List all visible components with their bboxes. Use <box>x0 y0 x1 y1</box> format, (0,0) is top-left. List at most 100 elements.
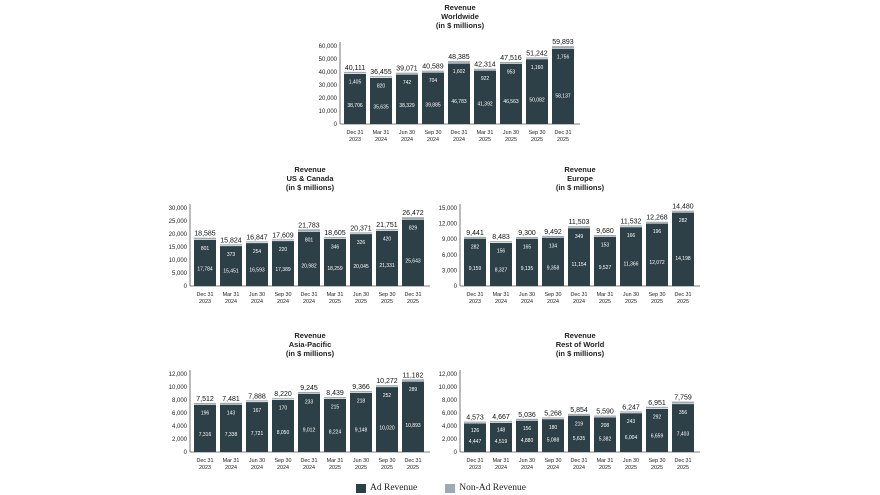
y-tick-label: 50,000 <box>319 57 338 63</box>
x-tick-label: Dec 31 <box>674 292 691 298</box>
bar-non-ad-label: 356 <box>679 410 688 416</box>
bar-non-ad-revenue <box>298 229 320 232</box>
bar-total-label: 8,483 <box>492 234 510 241</box>
bar-non-ad-revenue <box>344 71 366 74</box>
y-tick-label: 10,000 <box>439 385 458 391</box>
chart-title-line: (in $ millions) <box>556 183 605 192</box>
x-tick-label: Mar 31 <box>327 458 344 464</box>
bar-non-ad-label: 166 <box>627 233 636 239</box>
legend-label-ad: Ad Revenue <box>370 483 418 493</box>
bar-non-ad-revenue <box>516 236 538 239</box>
x-tick-label: 2025 <box>407 299 419 305</box>
bar-non-ad-revenue <box>194 402 216 405</box>
bar-ad-revenue <box>246 401 268 452</box>
bar-ad-label: 14,198 <box>675 256 691 262</box>
bar-non-ad-label: 420 <box>383 237 392 243</box>
x-tick-label: 2023 <box>469 299 481 305</box>
bar-ad-revenue <box>542 418 564 452</box>
bar-total-label: 10,272 <box>376 378 398 385</box>
x-tick-label: Mar 31 <box>223 292 240 298</box>
bar-ad-revenue <box>246 242 268 286</box>
bar-non-ad-label: 170 <box>279 406 288 412</box>
bar-ad-label: 6,004 <box>625 435 638 441</box>
bar-ad-label: 9,358 <box>547 266 560 272</box>
x-tick-label: Sep 30 <box>378 292 395 298</box>
bar-non-ad-revenue <box>350 391 372 393</box>
bar-ad-label: 6,659 <box>651 434 664 440</box>
bar-non-ad-revenue <box>594 234 616 237</box>
bar-ad-revenue <box>324 398 346 452</box>
bar-non-ad-label: 820 <box>377 84 386 90</box>
bar-ad-revenue <box>344 73 366 124</box>
bar-ad-revenue <box>568 227 590 286</box>
bar-ad-revenue <box>422 72 444 124</box>
bar-ad-label: 5,635 <box>573 436 586 442</box>
x-tick-label: Sep 30 <box>274 292 291 298</box>
x-tick-label: 2025 <box>329 465 341 471</box>
bar-ad-revenue <box>490 422 512 452</box>
x-tick-label: 2025 <box>505 137 517 143</box>
bar-total-label: 9,441 <box>466 230 484 237</box>
bar-non-ad-label: 801 <box>201 246 210 252</box>
bar-non-ad-revenue <box>272 398 294 400</box>
bar-ad-label: 17,389 <box>275 267 291 273</box>
bar-ad-revenue <box>272 399 294 452</box>
bar-non-ad-label: 219 <box>575 421 584 427</box>
bar-non-ad-label: 208 <box>601 423 610 429</box>
x-tick-label: 2025 <box>677 299 689 305</box>
bar-non-ad-revenue <box>376 385 398 387</box>
x-tick-label: 2025 <box>479 137 491 143</box>
bar-total-label: 18,605 <box>324 230 346 237</box>
x-tick-label: Jun 30 <box>503 130 519 136</box>
x-tick-label: 2024 <box>303 465 315 471</box>
x-tick-label: Sep 30 <box>648 292 665 298</box>
bar-total-label: 5,854 <box>570 407 588 414</box>
bar-ad-revenue <box>402 381 424 452</box>
y-tick-label: 30,000 <box>319 83 338 89</box>
bar-non-ad-revenue <box>298 391 320 394</box>
bar-ad-revenue <box>324 238 346 286</box>
x-tick-label: Dec 31 <box>466 458 483 464</box>
bar-non-ad-label: 243 <box>627 419 636 425</box>
bar-ad-revenue <box>298 393 320 452</box>
x-tick-label: Jun 30 <box>519 292 535 298</box>
bar-ad-revenue <box>448 63 470 124</box>
bar-total-label: 7,481 <box>222 396 240 403</box>
x-tick-label: 2024 <box>251 465 263 471</box>
y-tick-label: 0 <box>454 284 458 290</box>
bar-non-ad-label: 349 <box>575 234 584 240</box>
bar-total-label: 8,439 <box>326 390 344 397</box>
x-tick-label: Jun 30 <box>399 130 415 136</box>
bar-total-label: 8,220 <box>274 391 292 398</box>
bar-ad-label: 4,447 <box>469 439 482 445</box>
bar-ad-revenue <box>672 403 694 452</box>
bar-non-ad-revenue <box>246 241 268 243</box>
x-tick-label: 2024 <box>375 137 387 143</box>
bar-ad-label: 8,327 <box>495 268 508 274</box>
bar-ad-revenue <box>552 48 574 124</box>
y-tick-label: 4,000 <box>442 424 458 430</box>
y-tick-label: 10,000 <box>169 258 188 264</box>
x-tick-label: Dec 31 <box>300 292 317 298</box>
bar-ad-label: 35,635 <box>373 104 389 110</box>
bar-non-ad-label: 1,602 <box>453 69 466 75</box>
x-tick-label: Sep 30 <box>274 458 291 464</box>
bar-ad-revenue <box>594 236 616 286</box>
x-tick-label: Jun 30 <box>623 458 639 464</box>
bar-ad-label: 16,593 <box>249 268 265 274</box>
x-tick-label: 2024 <box>251 299 263 305</box>
y-tick-label: 6,000 <box>442 411 458 417</box>
y-tick-label: 0 <box>334 122 338 128</box>
bar-total-label: 15,824 <box>220 237 242 244</box>
x-tick-label: Mar 31 <box>373 130 390 136</box>
bar-ad-revenue <box>298 231 320 286</box>
bar-ad-label: 38,706 <box>347 103 363 109</box>
bar-total-label: 9,245 <box>300 385 318 392</box>
bar-total-label: 9,680 <box>596 228 614 235</box>
y-tick-label: 60,000 <box>319 44 338 50</box>
bar-non-ad-label: 326 <box>357 240 366 246</box>
x-tick-label: Mar 31 <box>493 292 510 298</box>
bar-ad-label: 11,366 <box>624 262 639 268</box>
y-tick-label: 2,000 <box>442 437 458 443</box>
